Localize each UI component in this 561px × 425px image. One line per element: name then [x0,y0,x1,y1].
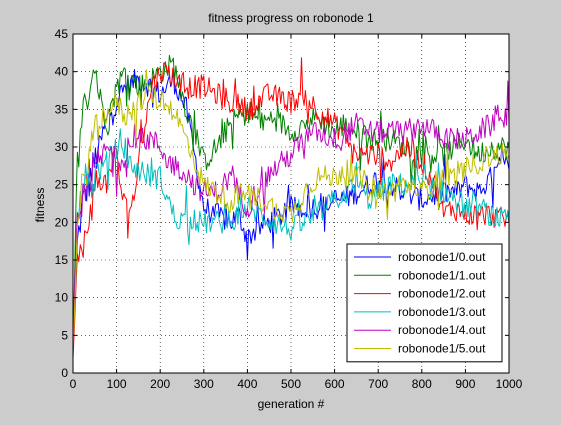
series-line-4 [72,80,510,336]
x-tick-label: 200 [150,377,170,391]
series-line-5 [72,69,510,351]
legend-label-2: robonode1/2.out [398,287,486,301]
x-tick-label: 1000 [496,377,523,391]
legend: robonode1/0.out robonode1/1.out robonode1/… [346,243,503,363]
tick-layer: 0 100 200 300 400 500 600 700 800 900 1000 0 5 10 15 20… [55,27,523,391]
legend-label-3: robonode1/3.out [398,305,486,319]
y-tick-label: 45 [55,27,69,41]
legend-box [346,243,503,363]
x-tick-label: 400 [237,377,257,391]
y-tick-label: 40 [55,65,69,79]
y-tick-label: 25 [55,178,69,192]
legend-label-0: robonode1/0.out [398,250,486,264]
y-axis-label: fitness [33,188,47,223]
legend-label-5: robonode1/5.out [398,342,486,356]
y-tick-label: 10 [55,291,69,305]
y-tick-label: 0 [61,366,68,380]
y-tick-label: 15 [55,253,69,267]
x-tick-label: 0 [70,377,77,391]
x-tick-label: 700 [368,377,388,391]
x-tick-label: 300 [194,377,214,391]
legend-label-4: robonode1/4.out [398,323,486,337]
x-tick-label: 900 [455,377,475,391]
x-tick-label: 800 [412,377,432,391]
y-tick-label: 35 [55,102,69,116]
series-line-2 [72,57,510,358]
x-axis-label: generation # [258,397,325,411]
series-line-1 [72,54,510,343]
series-line-3 [72,128,510,343]
x-tick-label: 100 [107,377,127,391]
y-tick-label: 20 [55,215,69,229]
x-tick-label: 600 [325,377,345,391]
series-layer [72,54,510,358]
chart-title: fitness progress on robonode 1 [208,11,374,25]
legend-label-1: robonode1/1.out [398,268,486,282]
x-tick-label: 500 [281,377,301,391]
y-tick-label: 5 [61,328,68,342]
y-tick-label: 30 [55,140,69,154]
